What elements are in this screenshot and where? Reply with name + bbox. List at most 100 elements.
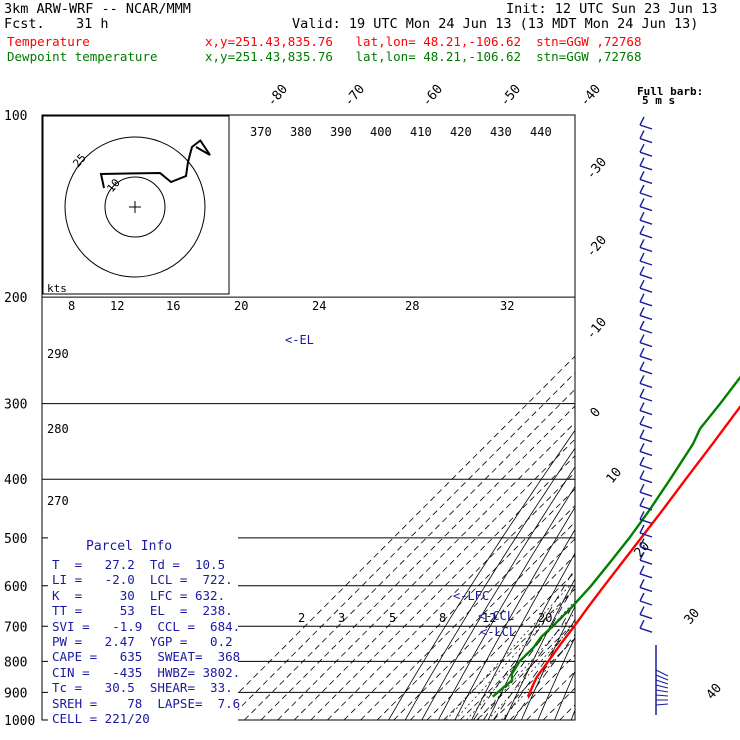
theta-left-label: 290 bbox=[47, 347, 69, 361]
dry-adiabat bbox=[604, 115, 740, 720]
wind-barb bbox=[639, 211, 645, 221]
pressure-label-400: 400 bbox=[4, 473, 27, 488]
isotherm bbox=[493, 637, 575, 720]
hodograph-ring bbox=[64, 136, 206, 278]
wind-barb bbox=[639, 619, 645, 629]
wind-barb bbox=[639, 124, 653, 130]
wind-barb bbox=[639, 627, 653, 633]
wind-barb bbox=[639, 586, 653, 593]
wind-barb bbox=[639, 301, 653, 307]
dry-adiabat bbox=[471, 528, 575, 720]
level-annotation: <-EL bbox=[285, 333, 314, 347]
pressure-label-900: 900 bbox=[4, 686, 27, 701]
parcel-row: SREH = 78 LAPSE= 7.6 bbox=[52, 695, 241, 711]
level-annotation: <-CCL bbox=[478, 609, 514, 623]
wind-barb bbox=[639, 341, 653, 348]
hodograph-trace bbox=[195, 139, 211, 156]
wind-barb bbox=[639, 402, 645, 411]
wind-barb bbox=[639, 334, 645, 343]
parcel-row: T = 27.2 Td = 10.5 bbox=[52, 557, 226, 572]
hodograph-box bbox=[42, 115, 230, 295]
plot-frame bbox=[41, 114, 576, 721]
wind-barb bbox=[639, 239, 645, 248]
wind-barb bbox=[639, 470, 645, 479]
wind-barb bbox=[639, 320, 645, 330]
wind-barb bbox=[639, 450, 653, 457]
right-temp-label: 10 bbox=[604, 465, 626, 487]
dry-adiabat bbox=[654, 115, 740, 720]
dry-adiabat bbox=[438, 485, 575, 720]
isotherm bbox=[509, 654, 575, 720]
dry-adiabat bbox=[621, 115, 740, 720]
wind-barb bbox=[639, 409, 653, 416]
wind-barb bbox=[639, 233, 653, 239]
theta-label: 400 bbox=[370, 125, 392, 139]
wind-barb bbox=[639, 491, 653, 497]
wind-barb bbox=[639, 443, 645, 452]
wind-barb bbox=[639, 497, 645, 507]
pressure-label-500: 500 bbox=[4, 532, 27, 547]
wind-barb bbox=[639, 477, 653, 484]
hodo-speed-label: 32 bbox=[500, 299, 514, 313]
pressure-label-200: 200 bbox=[4, 291, 27, 306]
wind-barb bbox=[639, 613, 653, 620]
top-temp-label: -80 bbox=[265, 82, 292, 110]
wind-barb bbox=[655, 689, 669, 693]
dewpoint-profile bbox=[491, 375, 740, 698]
isotherm bbox=[426, 571, 575, 720]
wind-barb bbox=[639, 505, 653, 511]
theta-label: 380 bbox=[290, 125, 312, 139]
barb-unit: 5 m s bbox=[642, 94, 675, 107]
parcel-row: CIN = -435 HWBZ= 3802. bbox=[52, 664, 241, 680]
top-temp-label: -60 bbox=[420, 82, 447, 110]
theta-label: 430 bbox=[490, 125, 512, 139]
wind-barb bbox=[639, 423, 653, 429]
wind-barb bbox=[655, 684, 669, 689]
pressure-label-300: 300 bbox=[4, 398, 27, 413]
level-annotation: <-LFC bbox=[453, 589, 489, 603]
wind-barb bbox=[639, 287, 653, 293]
level-annotation: <-LCL bbox=[480, 625, 516, 639]
pressure-label-1000: 1000 bbox=[4, 714, 35, 729]
wind-barb bbox=[639, 260, 653, 266]
dry-adiabat bbox=[487, 552, 575, 720]
wind-barb bbox=[639, 551, 645, 561]
isotherm bbox=[244, 388, 575, 720]
wind-barb bbox=[639, 483, 645, 493]
dewpoint-legend: Dewpoint temperature bbox=[7, 49, 158, 64]
right-temp-label: 30 bbox=[682, 606, 704, 628]
mixing-ratio-label: 3 bbox=[338, 611, 345, 625]
wind-barb bbox=[639, 273, 653, 280]
wind-barb bbox=[639, 184, 645, 194]
dry-adiabat bbox=[521, 605, 575, 720]
wind-barb bbox=[639, 559, 653, 565]
right-temp-label: 0 bbox=[588, 405, 605, 421]
theta-label: 370 bbox=[250, 125, 272, 139]
dry-adiabat bbox=[504, 578, 575, 720]
valid-time: Valid: 19 UTC Mon 24 Jun 13 (13 MDT Mon … bbox=[292, 16, 699, 32]
wind-barb bbox=[639, 382, 653, 389]
wind-barb bbox=[639, 511, 645, 520]
theta-label: 440 bbox=[530, 125, 552, 139]
hodo-speed-label: 12 bbox=[110, 299, 124, 313]
wind-barb bbox=[639, 165, 653, 171]
parcel-info-title: Parcel Info bbox=[86, 539, 173, 554]
dry-adiabat bbox=[638, 115, 740, 720]
wind-barb bbox=[655, 703, 669, 706]
mixing-ratio-label: 2 bbox=[298, 611, 305, 625]
wind-barb bbox=[639, 355, 653, 361]
isotherm bbox=[343, 488, 575, 720]
right-temp-label: -20 bbox=[584, 233, 611, 261]
wind-barb bbox=[639, 137, 653, 144]
wind-barb bbox=[639, 266, 645, 275]
wind-barb bbox=[639, 388, 645, 398]
mixing-ratio-label: 12 bbox=[482, 611, 496, 625]
isotherm bbox=[277, 422, 575, 720]
wind-barb bbox=[639, 579, 645, 588]
pressure-label-100: 100 bbox=[4, 109, 27, 124]
wind-barb bbox=[639, 600, 653, 606]
wind-barb bbox=[639, 545, 653, 552]
wind-barb bbox=[639, 437, 653, 443]
moist-adiabat bbox=[473, 568, 575, 720]
wind-barb bbox=[639, 369, 653, 375]
